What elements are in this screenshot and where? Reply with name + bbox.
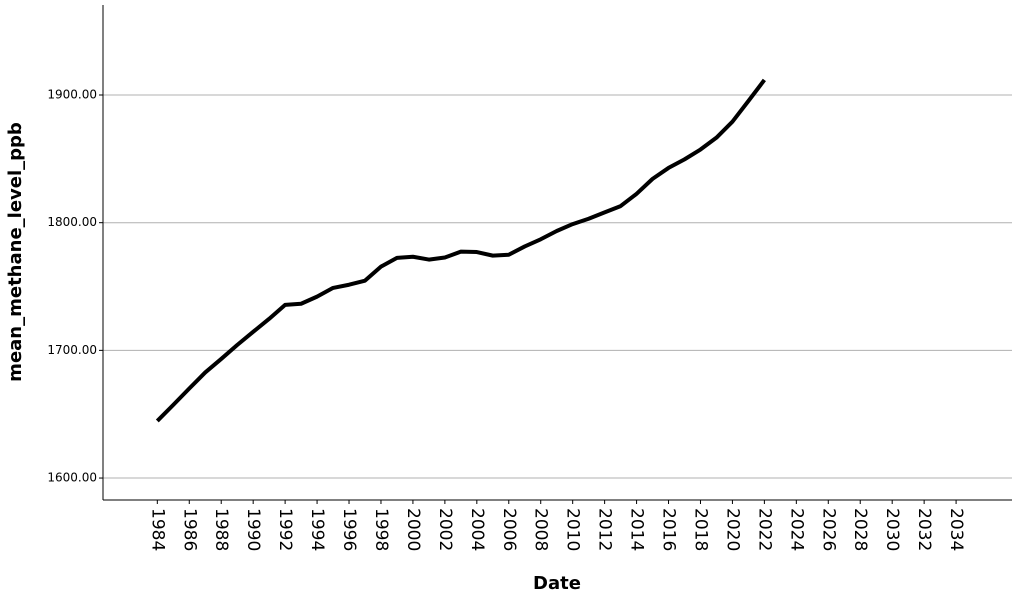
data-line (155, 78, 766, 423)
x-tick-label: 2034 (946, 508, 966, 551)
x-tick-label: 2024 (786, 508, 806, 551)
x-tick-label: 1994 (307, 508, 327, 551)
x-tick-label: 2018 (690, 508, 710, 551)
x-tick-label: 2002 (435, 508, 455, 551)
y-axis-label: mean_methane_level_ppb (5, 122, 26, 382)
x-tick-label: 2012 (595, 508, 615, 551)
x-tick-label: 1998 (371, 508, 391, 551)
x-tick-label: 2010 (563, 508, 583, 551)
y-tick-label: 1900.00 (47, 88, 97, 102)
x-tick-label: 2028 (850, 508, 870, 551)
x-tick-label: 1988 (211, 508, 231, 551)
x-tick-label: 2014 (627, 508, 647, 551)
x-tick-label: 2004 (467, 508, 487, 551)
y-tick-label: 1600.00 (47, 471, 97, 485)
x-tick-label: 2020 (722, 508, 742, 551)
x-tick-label: 2000 (403, 508, 423, 551)
x-tick-label: 2016 (659, 508, 679, 551)
x-tick-label: 2022 (754, 508, 774, 551)
y-tick-label: 1800.00 (47, 215, 97, 229)
y-tick-label: 1700.00 (47, 343, 97, 357)
x-tick-label: 2006 (499, 508, 519, 551)
x-tick-label: 1984 (147, 508, 167, 551)
x-tick-label: 1986 (179, 508, 199, 551)
x-tick-label: 2032 (914, 508, 934, 551)
x-tick-label: 1996 (339, 508, 359, 551)
x-tick-label: 1992 (275, 508, 295, 551)
x-tick-label: 1990 (243, 508, 263, 551)
x-tick-label: 2030 (882, 508, 902, 551)
x-axis-label: Date (533, 573, 581, 594)
x-tick-label: 2026 (818, 508, 838, 551)
x-tick-label: 2008 (531, 508, 551, 551)
